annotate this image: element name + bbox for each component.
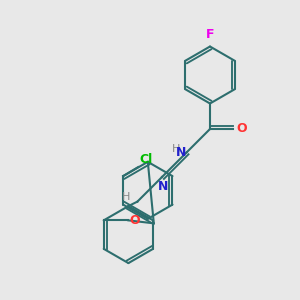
Text: O: O xyxy=(236,122,247,136)
Text: H: H xyxy=(122,192,130,202)
Text: F: F xyxy=(206,28,214,41)
Text: N: N xyxy=(176,146,186,159)
Text: O: O xyxy=(130,214,140,227)
Text: H: H xyxy=(172,144,180,154)
Text: N: N xyxy=(158,180,169,193)
Text: Cl: Cl xyxy=(140,153,153,166)
